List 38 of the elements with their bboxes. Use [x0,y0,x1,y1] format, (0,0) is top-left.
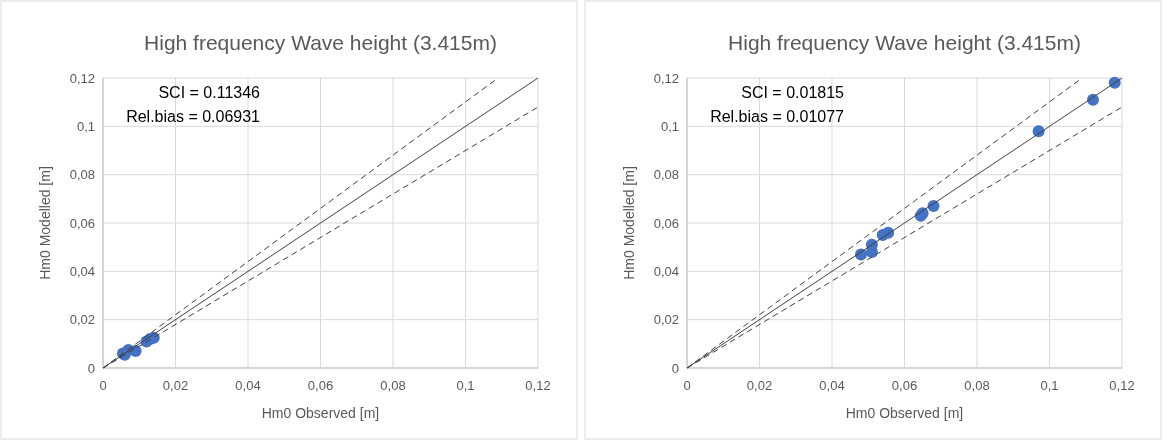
x-tick-label: 0,1 [456,378,475,393]
y-tick-label: 0 [671,360,679,376]
x-tick-label: 0,04 [235,378,261,393]
x-axis-title: Hm0 Observed [m] [845,405,964,421]
annotation: Rel.bias = 0.01077 [710,108,845,125]
x-tick-label: 0,02 [746,378,773,393]
x-tick-label: 0,06 [891,378,918,393]
y-tick-label: 0,08 [653,167,679,183]
y-tick-label: 0,06 [653,215,679,231]
x-tick-label: 0,12 [525,378,551,393]
y-axis-title: Hm0 Modelled [m] [37,166,53,280]
x-tick-label: 0,08 [964,378,990,393]
y-tick-label: 0 [87,360,95,376]
y-tick-label: 0,1 [76,118,95,134]
y-tick-label: 0,1 [660,118,679,134]
x-tick-label: 0,08 [380,378,406,393]
y-axis-title: Hm0 Modelled [m] [621,166,637,280]
annotation: SCI = 0.01815 [741,84,845,101]
y-tick-label: 0,12 [69,70,95,86]
annotation: Rel.bias = 0.06931 [126,108,261,125]
x-tick-label: 0,04 [819,378,845,393]
y-tick-label: 0,04 [69,263,95,279]
x-axis-title: Hm0 Observed [m] [261,405,380,421]
x-tick-label: 0,1 [1040,378,1059,393]
y-tick-label: 0,02 [69,312,95,328]
y-tick-label: 0,06 [69,215,95,231]
y-tick-label: 0,08 [69,167,95,183]
y-tick-label: 0,02 [653,312,679,328]
x-tick-label: 0 [99,378,107,393]
chart-title: High frequency Wave height (3.415m) [728,31,1081,54]
annotation: SCI = 0.11346 [158,84,261,101]
chart-title: High frequency Wave height (3.415m) [144,31,497,54]
y-tick-label: 0,12 [653,70,679,86]
y-tick-label: 0,04 [653,263,679,279]
x-tick-label: 0,02 [162,378,189,393]
x-tick-label: 0 [683,378,691,393]
x-tick-label: 0,12 [1109,378,1135,393]
x-tick-label: 0,06 [307,378,334,393]
